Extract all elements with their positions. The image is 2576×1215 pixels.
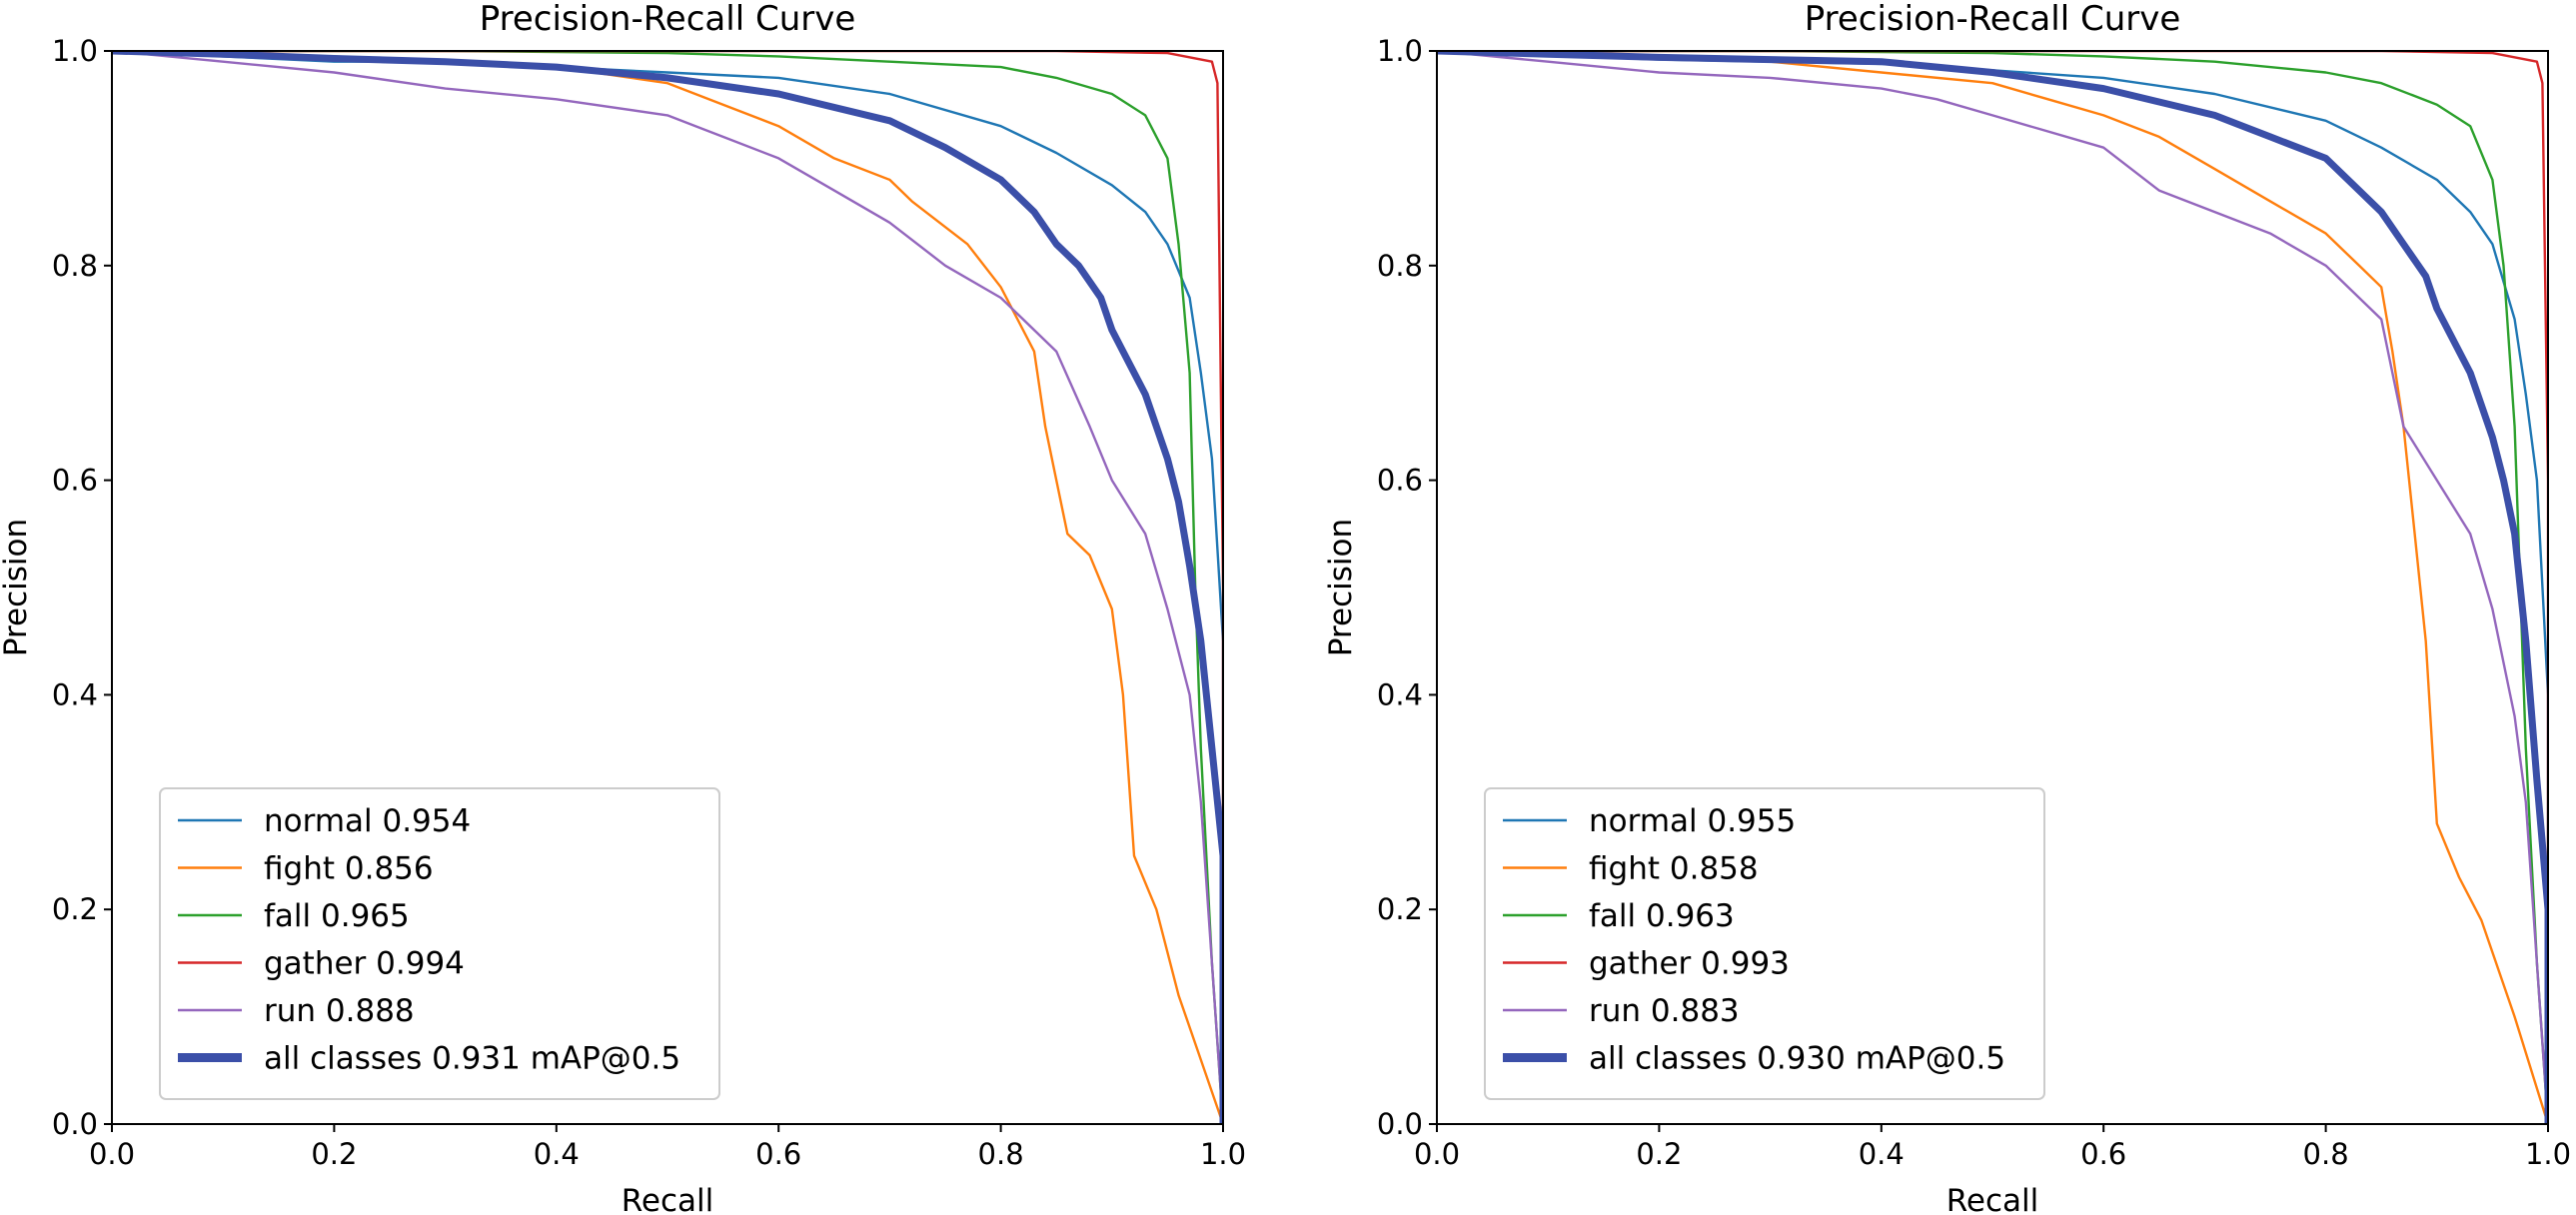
x-tick-label: 0.6 <box>2080 1137 2126 1171</box>
legend: normal 0.954 fight 0.856 fall 0.965 gather … <box>159 787 720 1100</box>
series-line-run <box>1437 51 2548 1124</box>
x-axis-label: Recall <box>622 1183 714 1215</box>
series-line-fight <box>1437 51 2548 1124</box>
legend-box <box>1484 787 2045 1100</box>
x-tick-label: 0.8 <box>2303 1137 2349 1171</box>
legend-entry-label: gather 0.993 <box>1589 946 1790 982</box>
series-group <box>1437 51 2548 1124</box>
legend-entry-label: run 0.883 <box>1589 993 1740 1029</box>
x-tick-label: 0.0 <box>1414 1137 1460 1171</box>
series-line-all-all <box>1437 51 2548 1124</box>
axes-frame <box>1436 50 2549 1125</box>
x-tick-label: 0.4 <box>534 1137 580 1171</box>
legend-entry-label: fight 0.858 <box>1589 851 1759 887</box>
x-tick-label: 0.2 <box>311 1137 357 1171</box>
x-tick-label: 0.0 <box>89 1137 135 1171</box>
chart-panel-2: Precision-Recall Curve 0.0 0.2 0.4 0.6 0.8 1.0… <box>1323 0 2571 1215</box>
series-line-run <box>112 51 1223 1124</box>
y-tick-label: 0.4 <box>52 677 98 711</box>
axes-frame <box>111 50 1224 1125</box>
series-line-fall <box>1437 51 2548 1124</box>
legend-entry-label: run 0.888 <box>264 993 415 1029</box>
legend-entry-label: fight 0.856 <box>264 851 434 887</box>
y-axis-label: Precision <box>1323 519 1359 656</box>
legend: normal 0.955 fight 0.858 fall 0.963 gather … <box>1484 787 2045 1100</box>
series-group <box>112 51 1223 1124</box>
y-tick-label: 0.6 <box>1377 464 1423 498</box>
legend-entry-label: gather 0.994 <box>264 946 465 982</box>
y-tick-label: 0.6 <box>52 464 98 498</box>
y-tick-label: 0.2 <box>52 892 98 926</box>
series-line-fall <box>112 51 1223 1124</box>
y-tick-label: 1.0 <box>1377 34 1423 68</box>
x-tick-label: 0.8 <box>978 1137 1024 1171</box>
series-line-all-all <box>112 51 1223 1124</box>
legend-entry-label: all classes 0.930 mAP@0.5 <box>1589 1041 2005 1077</box>
series-line-fight <box>112 51 1223 1124</box>
y-tick-label: 0.8 <box>1377 249 1423 283</box>
legend-entry-label: fall 0.965 <box>264 898 410 934</box>
x-tick-label: 0.6 <box>755 1137 801 1171</box>
y-tick-label: 0.0 <box>52 1107 98 1141</box>
chart-panel-1: Precision-Recall Curve 0.0 0.2 0.4 0.6 0.8 1.0… <box>0 0 1246 1215</box>
legend-entry-label: normal 0.954 <box>264 803 471 839</box>
y-tick-label: 1.0 <box>52 34 98 68</box>
y-tick-label: 0.4 <box>1377 677 1423 711</box>
chart-title: Precision-Recall Curve <box>480 0 856 39</box>
y-axis-label: Precision <box>0 519 34 656</box>
legend-box <box>159 787 720 1100</box>
legend-entry-label: fall 0.963 <box>1589 898 1735 934</box>
x-axis-label: Recall <box>1946 1183 2039 1215</box>
legend-entry-label: normal 0.955 <box>1589 803 1796 839</box>
x-tick-label: 1.0 <box>2525 1137 2571 1171</box>
legend-entry-label: all classes 0.931 mAP@0.5 <box>264 1041 680 1077</box>
y-tick-label: 0.8 <box>52 249 98 283</box>
y-tick-label: 0.2 <box>1377 892 1423 926</box>
chart-title: Precision-Recall Curve <box>1805 0 2181 39</box>
x-tick-label: 0.2 <box>1636 1137 1682 1171</box>
y-tick-label: 0.0 <box>1377 1107 1423 1141</box>
x-tick-label: 1.0 <box>1200 1137 1246 1171</box>
x-tick-label: 0.4 <box>1859 1137 1905 1171</box>
